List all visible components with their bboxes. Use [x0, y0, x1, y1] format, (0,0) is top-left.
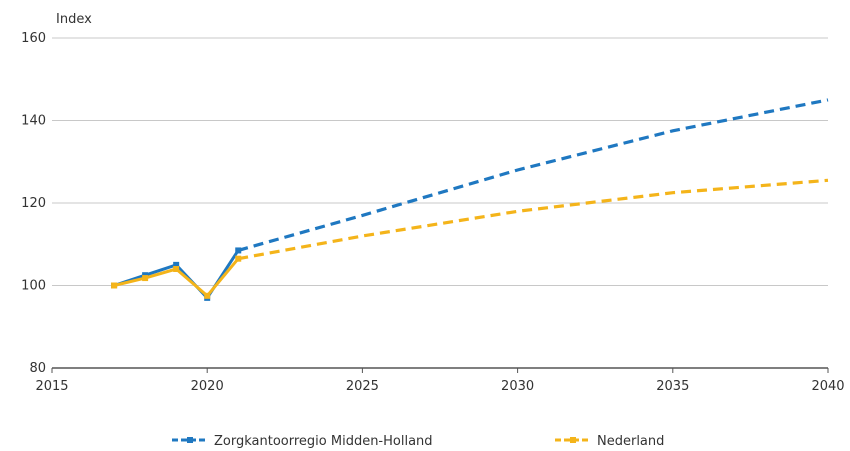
y-tick-label: 120	[21, 196, 46, 211]
x-tick-label: 2015	[35, 379, 68, 394]
y-axis-title: Index	[56, 12, 92, 27]
x-tick-label: 2035	[656, 379, 689, 394]
x-tick-label: 2030	[501, 379, 534, 394]
legend-label-midden-holland: Zorgkantoorregio Midden-Holland	[214, 434, 433, 449]
y-tick-label: 160	[21, 31, 46, 46]
y-tick-label: 100	[21, 279, 46, 294]
x-axis-ticks: 2015 2020 2025 2030 2035 2040	[35, 368, 845, 394]
y-tick-label: 80	[29, 361, 46, 376]
legend-marker-midden-holland	[187, 437, 193, 443]
x-tick-label: 2040	[811, 379, 844, 394]
series-historical-midden-holland	[113, 249, 240, 300]
x-tick-label: 2020	[191, 379, 224, 394]
gridlines	[52, 37, 828, 369]
series-projection-nederland	[237, 178, 829, 261]
legend-marker-nederland	[570, 437, 576, 443]
series-projection-midden-holland	[237, 98, 829, 252]
data-point-nederland	[142, 275, 149, 282]
series-lines	[111, 98, 829, 301]
legend: Zorgkantoorregio Midden-Holland Nederland	[172, 434, 664, 449]
data-point-nederland	[173, 266, 180, 272]
data-point-midden-holland	[173, 261, 180, 268]
legend-label-nederland: Nederland	[597, 434, 664, 449]
x-tick-label: 2025	[346, 379, 379, 394]
data-point-nederland	[111, 282, 118, 289]
data-point-nederland	[235, 255, 242, 262]
data-point-midden-holland	[235, 247, 242, 254]
y-tick-label: 140	[21, 114, 46, 129]
data-point-nederland	[204, 292, 211, 299]
y-axis-ticks: 80 100 120 140 160	[21, 31, 46, 376]
